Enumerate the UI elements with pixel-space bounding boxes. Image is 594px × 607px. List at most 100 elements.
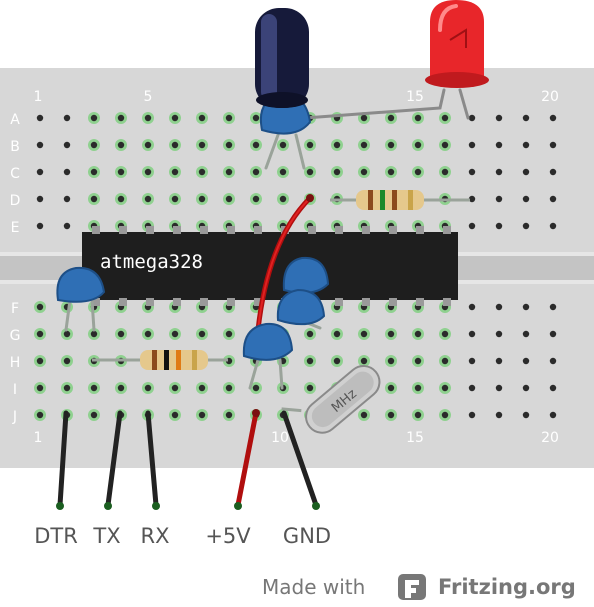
breadboard-hole <box>333 168 341 176</box>
wire-gnd <box>281 410 319 508</box>
breadboard-hole <box>333 330 341 338</box>
breadboard-hole <box>144 384 152 392</box>
breadboard-hole <box>225 330 233 338</box>
breadboard-hole <box>468 330 476 338</box>
wire-tx <box>105 410 123 508</box>
wires <box>57 88 470 508</box>
row-label-g: G <box>10 328 21 344</box>
breadboard-hole <box>252 384 260 392</box>
led <box>425 0 489 88</box>
breadboard-hole <box>522 114 530 122</box>
crystal: MHz <box>281 365 381 434</box>
breadboard-hole <box>90 168 98 176</box>
breadboard-hole <box>333 141 341 149</box>
row-labels: A B C D E F G H I J <box>10 112 21 425</box>
breadboard-hole <box>414 411 422 419</box>
ceramic-capacitor-mid-upper <box>282 256 330 294</box>
breadboard-hole <box>171 168 179 176</box>
breadboard-hole <box>522 357 530 365</box>
footer-brand: Fritzing.org <box>438 575 576 599</box>
breadboard-hole <box>36 114 44 122</box>
breadboard-hole <box>522 303 530 311</box>
breadboard-hole <box>522 384 530 392</box>
breadboard-hole <box>171 141 179 149</box>
row-label-f: F <box>11 301 19 317</box>
breadboard-hole <box>522 141 530 149</box>
breadboard-hole <box>549 330 557 338</box>
ceramic-capacitor-mid <box>276 288 326 326</box>
row-label-a: A <box>10 112 20 128</box>
breadboard-hole <box>414 384 422 392</box>
breadboard-hole <box>144 195 152 203</box>
row-label-j: J <box>12 409 17 425</box>
breadboard-hole <box>90 195 98 203</box>
breadboard-hole <box>549 195 557 203</box>
breadboard-hole <box>36 330 44 338</box>
breadboard-hole <box>252 195 260 203</box>
breadboard-hole <box>549 222 557 230</box>
breadboard-hole <box>387 384 395 392</box>
breadboard-hole <box>36 222 44 230</box>
breadboard-hole <box>522 195 530 203</box>
breadboard-hole <box>117 195 125 203</box>
breadboard-hole <box>495 303 503 311</box>
breadboard-hole <box>117 168 125 176</box>
ceramic-capacitor-bottom <box>242 322 294 361</box>
breadboard-hole <box>252 141 260 149</box>
breadboard-hole <box>63 168 71 176</box>
breadboard-hole <box>522 411 530 419</box>
breadboard-hole <box>468 411 476 419</box>
breadboard-hole <box>198 330 206 338</box>
col-label-bottom-10: 10 <box>271 430 289 446</box>
footer: Made with Fritzing.org <box>262 574 576 600</box>
row-label-d: D <box>10 193 21 209</box>
breadboard-hole <box>90 141 98 149</box>
breadboard-hole <box>306 168 314 176</box>
row-label-h: H <box>10 355 21 371</box>
breadboard-hole <box>198 114 206 122</box>
breadboard-hole <box>117 114 125 122</box>
breadboard-hole <box>171 330 179 338</box>
breadboard-hole <box>63 222 71 230</box>
breadboard-hole <box>441 357 449 365</box>
row-label-c: C <box>10 166 20 182</box>
breadboard-hole <box>414 330 422 338</box>
breadboard-hole <box>468 195 476 203</box>
pin-label-dtr: DTR <box>34 524 78 548</box>
breadboard-hole <box>117 384 125 392</box>
breadboard-hole <box>225 384 233 392</box>
breadboard-hole <box>549 411 557 419</box>
breadboard-hole <box>36 411 44 419</box>
breadboard-hole <box>549 114 557 122</box>
breadboard-hole <box>549 357 557 365</box>
breadboard-hole <box>387 357 395 365</box>
breadboard-hole <box>468 222 476 230</box>
breadboard-hole <box>306 141 314 149</box>
breadboard-hole <box>198 195 206 203</box>
breadboard-hole <box>549 168 557 176</box>
breadboard-hole <box>360 141 368 149</box>
breadboard-hole <box>198 168 206 176</box>
breadboard-hole <box>441 411 449 419</box>
breadboard-hole <box>468 141 476 149</box>
breadboard-hole <box>360 114 368 122</box>
pin-label-rx: RX <box>141 524 170 548</box>
breadboard-hole <box>90 411 98 419</box>
column-labels: 1 5 15 20 1 10 15 20 <box>34 89 559 446</box>
col-label-bottom-1: 1 <box>34 430 43 446</box>
breadboard-hole <box>468 303 476 311</box>
breadboard-hole <box>252 168 260 176</box>
col-label-top-1: 1 <box>34 89 43 105</box>
breadboard-hole <box>387 330 395 338</box>
row-label-e: E <box>11 220 20 236</box>
breadboard-hole <box>198 384 206 392</box>
col-label-top-15: 15 <box>406 89 424 105</box>
breadboard-hole <box>36 357 44 365</box>
breadboard-hole <box>117 330 125 338</box>
pin-label-tx: TX <box>92 524 120 548</box>
breadboard-hole <box>522 168 530 176</box>
breadboard-hole <box>441 168 449 176</box>
breadboard-hole <box>279 195 287 203</box>
breadboard-hole <box>306 330 314 338</box>
breadboard-hole <box>360 330 368 338</box>
